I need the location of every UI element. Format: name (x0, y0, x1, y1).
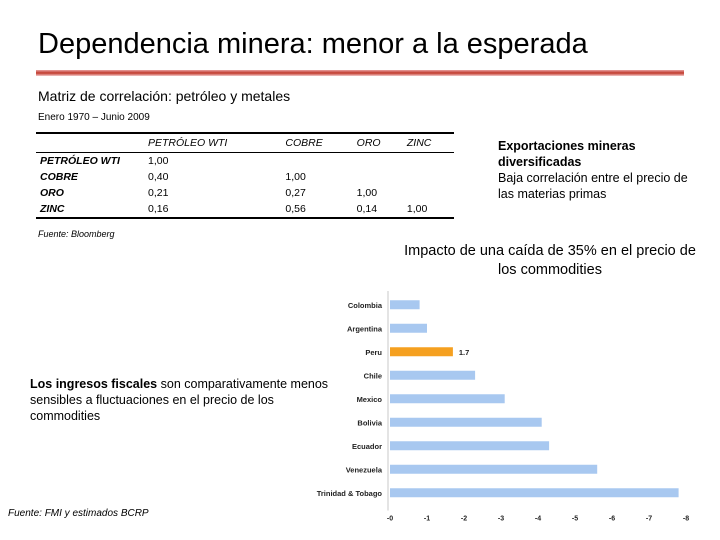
bar-bolivia (390, 417, 542, 427)
bar-chile (390, 370, 476, 380)
bar-venezuela (390, 464, 598, 474)
page-title: Dependencia minera: menor a la esperada (38, 28, 588, 60)
row-label: ZINC (36, 201, 144, 219)
category-label: Venezuela (346, 465, 383, 474)
row-label: PETRÓLEO WTI (40, 155, 120, 167)
matrix-source: Fuente: Bloomberg (38, 229, 115, 239)
table-cell: 1,00 (356, 187, 378, 199)
x-tick-label: -5 (572, 516, 578, 523)
fiscal-note: Los ingresos fiscales son comparativamen… (30, 376, 330, 424)
table-cell (353, 169, 403, 185)
table-row: COBRE 0,40 1,00 (36, 169, 454, 185)
bar-argentina (390, 323, 427, 333)
title-underline (36, 70, 684, 76)
table-corner (36, 132, 144, 153)
table-cell: 0,14 (352, 201, 403, 219)
x-tick-label: -3 (498, 516, 504, 523)
category-label: Trinidad & Tobago (317, 489, 383, 498)
table-cell: 1,00 (285, 171, 306, 183)
fiscal-rest: son comparativamente menos sensibles a f… (30, 377, 329, 423)
category-label: Peru (365, 348, 382, 357)
matrix-period: Enero 1970 – Junio 2009 (38, 112, 150, 123)
bar-ecuador (390, 441, 550, 451)
table-row: ZINC 0,16 0,56 0,14 1,00 (36, 201, 454, 219)
x-tick-label: -7 (646, 516, 652, 523)
x-tick-label: -8 (683, 516, 689, 523)
x-tick-label: -6 (609, 516, 615, 523)
table-cell: 0,56 (281, 201, 353, 219)
exports-note: Exportaciones mineras diversificadas Baj… (498, 138, 698, 202)
correlation-table: PETRÓLEO WTI COBRE ORO ZINC PETRÓLEO WTI… (36, 132, 454, 219)
x-tick-label: -4 (535, 516, 541, 523)
column-header: COBRE (281, 132, 353, 153)
x-tick-label: -1 (424, 516, 430, 523)
exports-heading: Exportaciones mineras diversificadas (498, 139, 636, 169)
chart-title: Impacto de una caída de 35% en el precio… (404, 243, 696, 278)
table-cell (403, 169, 454, 185)
table-cell (403, 185, 454, 201)
table-cell: 0,27 (285, 187, 306, 199)
category-label: Chile (364, 371, 382, 380)
table-cell: 0,40 (148, 171, 169, 183)
category-label: Colombia (348, 301, 383, 310)
table-cell: 0,21 (148, 187, 169, 199)
row-label: ORO (40, 187, 64, 199)
x-tick-label: -0 (387, 516, 393, 523)
category-label: Argentina (347, 324, 383, 333)
category-label: Mexico (357, 395, 383, 404)
row-label: COBRE (40, 171, 78, 183)
fiscal-lead: Los ingresos fiscales (30, 377, 158, 391)
x-tick-label: -2 (461, 516, 467, 523)
data-label: 1.7 (459, 348, 469, 357)
matrix-subtitle: Matriz de correlación: petróleo y metale… (38, 88, 291, 104)
column-header: ZINC (402, 132, 454, 153)
exports-body: Baja correlación entre el precio de las … (498, 171, 688, 201)
table-cell (403, 153, 454, 170)
bar-colombia (390, 300, 420, 310)
table-header-row: PETRÓLEO WTI COBRE ORO ZINC (36, 132, 454, 153)
impact-bar-chart: Colombia Argentina Peru 1.7 Chile Mexico Boliv… (317, 291, 689, 523)
table-cell (281, 153, 352, 170)
column-header: PETRÓLEO WTI (144, 132, 282, 153)
bar-peru (390, 347, 453, 357)
chart-source: Fuente: FMI y estimados BCRP (8, 508, 149, 519)
table-cell: 0,16 (144, 201, 282, 219)
category-label: Ecuador (352, 442, 382, 451)
table-cell (353, 153, 403, 170)
category-label: Bolivia (357, 418, 382, 427)
column-header: ORO (352, 132, 403, 153)
bar-trinidad-tobago (390, 488, 679, 498)
bar-mexico (390, 394, 505, 404)
table-cell: 1,00 (402, 201, 454, 219)
table-row: ORO 0,21 0,27 1,00 (36, 185, 454, 201)
table-cell: 1,00 (148, 155, 169, 167)
table-row: PETRÓLEO WTI 1,00 (36, 153, 454, 170)
